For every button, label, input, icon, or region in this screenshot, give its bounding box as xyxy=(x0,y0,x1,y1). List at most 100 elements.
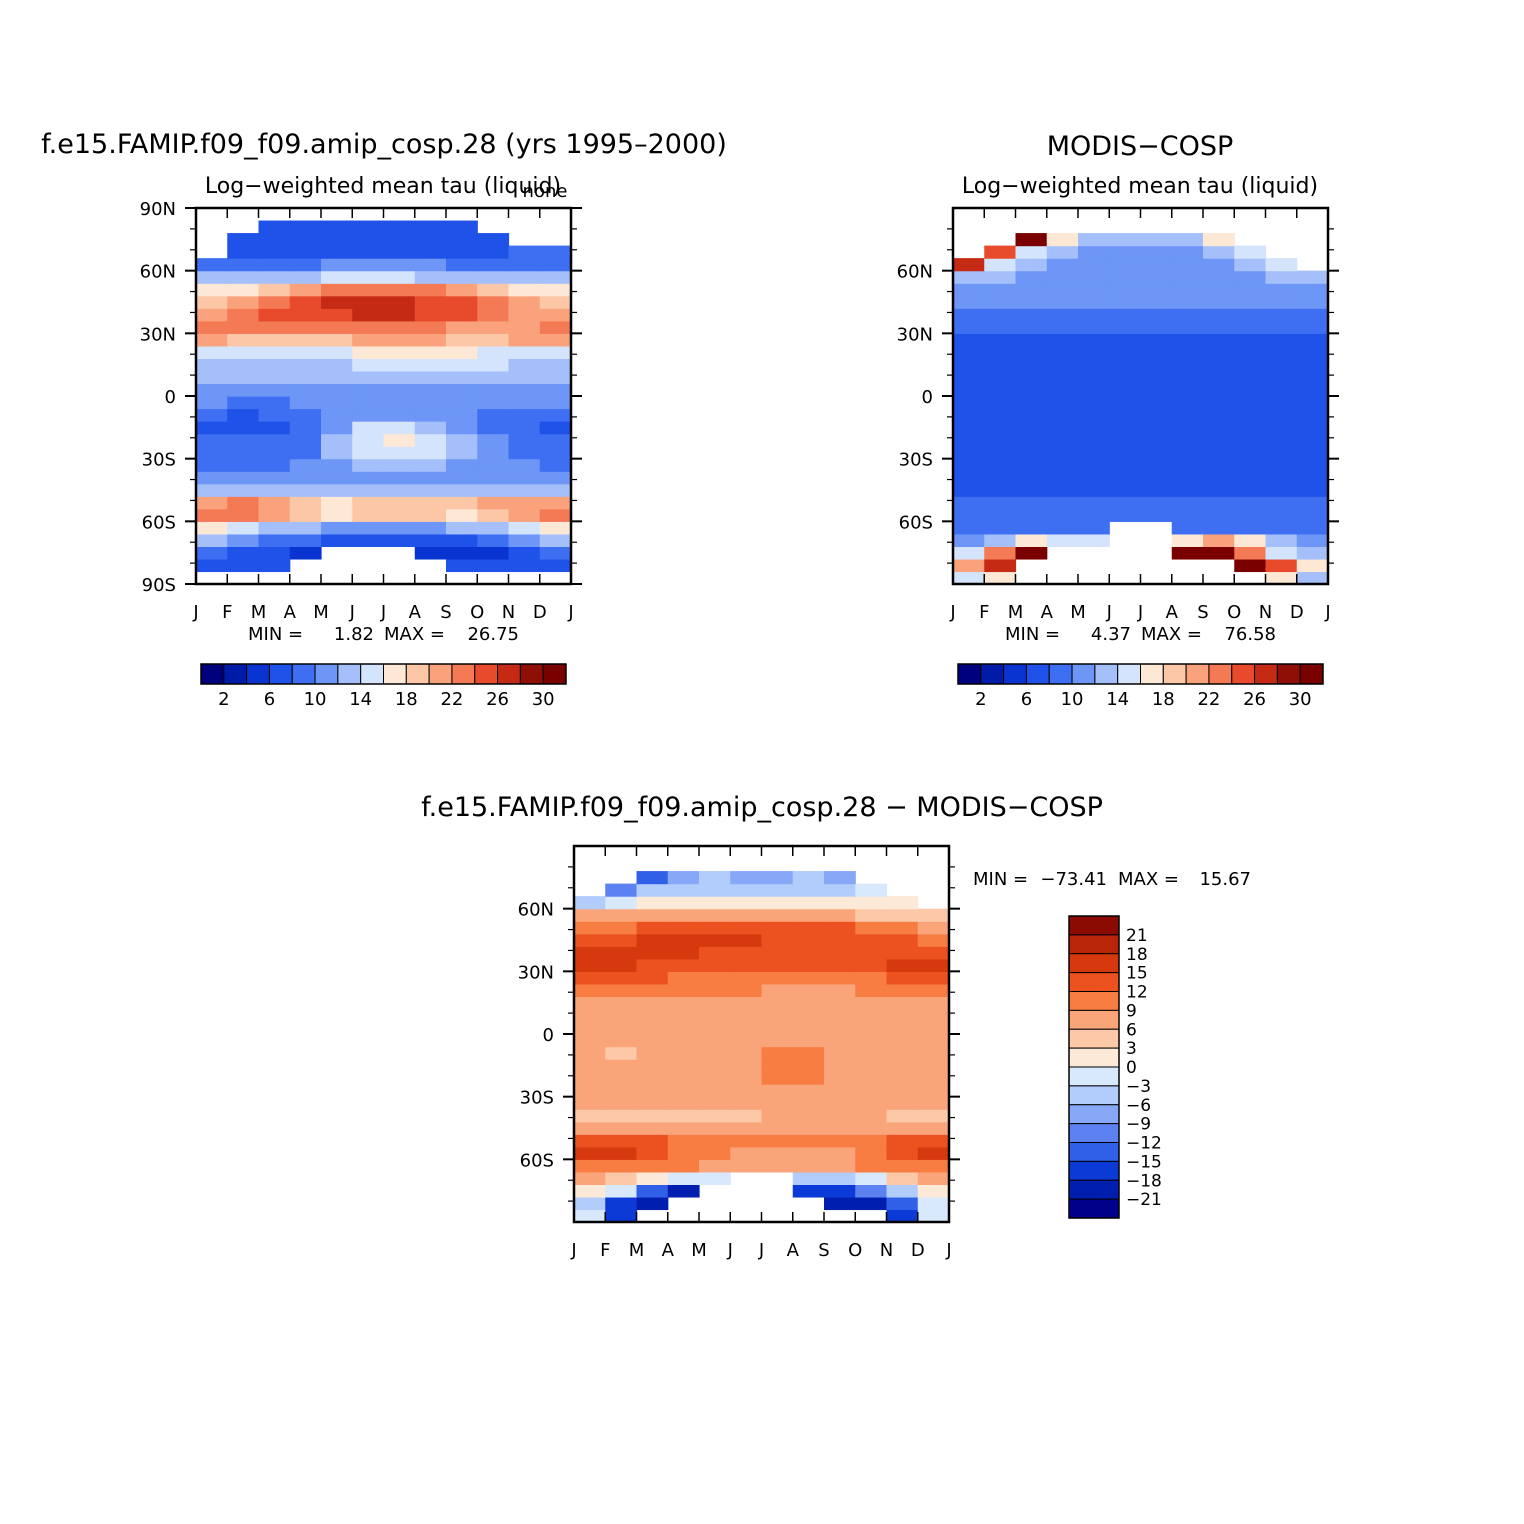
model-title: f.e15.FAMIP.f09_f09.amip_cosp.28 (yrs 19… xyxy=(41,129,727,160)
field-cell xyxy=(258,433,291,447)
colorbar-label: −21 xyxy=(1126,1190,1162,1210)
field-cell xyxy=(321,508,353,522)
field-cell xyxy=(539,245,572,259)
field-cell xyxy=(508,496,541,510)
field-cell xyxy=(1203,233,1235,247)
field-cell xyxy=(414,396,447,410)
field-cell xyxy=(636,1008,669,1023)
field-cell xyxy=(667,1184,700,1198)
field-cell xyxy=(667,1021,700,1035)
field-cell xyxy=(636,946,669,960)
field-cell xyxy=(667,1109,700,1123)
field-cell xyxy=(792,896,825,910)
field-cell xyxy=(855,1071,888,1085)
field-cell xyxy=(855,1109,888,1123)
field-cell xyxy=(446,458,478,472)
field-cell xyxy=(730,1059,763,1073)
field-cell xyxy=(1171,308,1204,322)
field-cell xyxy=(196,283,228,297)
field-cell xyxy=(196,408,228,422)
field-cell xyxy=(321,308,353,322)
field-cell xyxy=(574,1084,606,1098)
field-cell xyxy=(886,1134,919,1148)
field-cell xyxy=(605,1034,638,1048)
field-cell xyxy=(1046,458,1079,472)
field-cell xyxy=(1078,521,1110,535)
field-cell xyxy=(667,1008,700,1023)
field-cell xyxy=(886,1209,919,1223)
x-tick-label: J xyxy=(567,602,573,623)
colorbar-swatch xyxy=(360,663,385,685)
field-cell xyxy=(792,1109,825,1123)
field-cell xyxy=(574,996,606,1010)
field-cell xyxy=(321,396,353,410)
field-cell xyxy=(574,1121,606,1135)
field-cell xyxy=(1234,471,1267,485)
field-cell xyxy=(953,508,985,522)
field-cell xyxy=(574,1059,606,1073)
field-cell xyxy=(855,1046,888,1060)
field-cell xyxy=(984,458,1017,472)
field-cell xyxy=(477,270,510,284)
field-cell xyxy=(477,433,510,447)
field-cell xyxy=(730,1046,763,1060)
field-cell xyxy=(667,908,700,922)
field-cell xyxy=(699,883,731,897)
field-cell xyxy=(574,1034,606,1048)
field-cell xyxy=(1296,446,1329,460)
field-cell xyxy=(824,1171,856,1185)
field-cell xyxy=(196,333,228,347)
field-cell xyxy=(761,958,794,972)
field-cell xyxy=(539,295,572,309)
field-cell xyxy=(258,546,291,560)
field-cell xyxy=(1078,533,1110,547)
field-cell xyxy=(1109,446,1142,460)
field-cell xyxy=(1046,533,1079,547)
field-cell xyxy=(699,1008,731,1023)
field-cell xyxy=(258,333,291,347)
field-cell xyxy=(1171,370,1204,385)
colorbar-label: 26 xyxy=(1243,689,1266,710)
field-cell xyxy=(984,295,1017,309)
colorbar-label: 18 xyxy=(395,689,418,710)
field-cell xyxy=(1015,333,1048,347)
obs-max-value: 76.58 xyxy=(1224,624,1276,645)
field-cell xyxy=(730,1096,763,1110)
colorbar-label: −6 xyxy=(1126,1096,1151,1116)
colorbar-swatch xyxy=(1162,663,1187,685)
field-cell xyxy=(352,421,385,435)
field-cell xyxy=(855,1184,888,1198)
field-cell xyxy=(824,883,856,897)
field-cell xyxy=(352,408,385,422)
field-cell xyxy=(886,1196,919,1211)
field-cell xyxy=(446,446,478,460)
colorbar-label: 14 xyxy=(1106,689,1129,710)
field-cell xyxy=(1234,383,1267,397)
field-cell xyxy=(699,996,731,1010)
field-cell xyxy=(414,383,447,397)
field-cell xyxy=(574,921,606,935)
x-tick-label: M xyxy=(313,602,329,623)
field-cell xyxy=(855,1059,888,1073)
field-cell xyxy=(824,933,856,947)
x-tick-label: M xyxy=(251,602,267,623)
field-cell xyxy=(539,521,572,535)
colorbar-swatch xyxy=(383,663,407,685)
field-cell xyxy=(539,546,572,560)
colorbar-swatch xyxy=(314,663,339,685)
field-cell xyxy=(352,458,385,472)
colorbar-swatch xyxy=(1048,663,1073,685)
field-cell xyxy=(824,996,856,1010)
field-cell xyxy=(1015,370,1048,385)
field-cell xyxy=(824,1121,856,1135)
field-cell xyxy=(1171,483,1204,497)
field-cell xyxy=(1234,308,1267,322)
field-cell xyxy=(953,533,985,547)
field-cell xyxy=(1109,283,1142,297)
field-cell xyxy=(1265,496,1298,510)
field-cell xyxy=(605,1184,638,1198)
field-cell xyxy=(1171,295,1204,309)
field-cell xyxy=(605,1008,638,1023)
colorbar-frame xyxy=(1068,915,1120,1219)
